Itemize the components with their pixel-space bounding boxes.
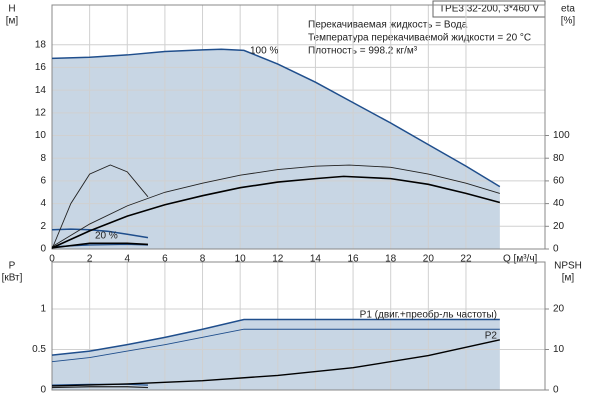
- plot-frame: [51, 4, 546, 250]
- curve-label: 20 %: [95, 231, 118, 242]
- note: Плотность = 998.2 кг/м³: [308, 46, 418, 57]
- y-axis-label: H: [8, 4, 15, 15]
- y2-tick-label: 0: [553, 385, 559, 396]
- x-tick-label: 4: [124, 254, 130, 265]
- y2-axis-unit: [%]: [561, 16, 576, 27]
- y2-tick-label: 100: [553, 130, 570, 141]
- y-tick-label: 16: [35, 62, 47, 73]
- y-tick-label: 18: [35, 39, 47, 50]
- curve: [51, 318, 500, 356]
- curve: [51, 386, 148, 389]
- curve-label: P2: [485, 331, 498, 342]
- y-tick-label: 0: [40, 244, 46, 255]
- x-tick-label: 16: [348, 254, 360, 265]
- curve: [51, 164, 149, 250]
- y2-tick-label: 60: [553, 176, 565, 187]
- x-tick-label: 12: [272, 254, 284, 265]
- x-tick-label: 20: [423, 254, 435, 265]
- note: Температура перекачиваемой жидкости = 20…: [308, 33, 531, 44]
- curve: [51, 242, 149, 249]
- operating-area: [52, 49, 500, 249]
- y-tick-label: 6: [40, 176, 46, 187]
- curve: [51, 164, 500, 248]
- y-tick-label: 2: [40, 221, 46, 232]
- y2-axis-label: eta: [561, 4, 575, 15]
- y2-tick-label: 20: [553, 221, 565, 232]
- model-title: TPE3 32-200, 3*460 V: [439, 4, 539, 15]
- x-tick-label: 2: [87, 254, 93, 265]
- x-tick-label: 8: [200, 254, 206, 265]
- curve: [51, 328, 500, 363]
- operating-area: [52, 319, 500, 390]
- y-tick-label: 0: [40, 385, 46, 396]
- y-tick-label: 14: [35, 85, 47, 96]
- y-tick-label: 4: [40, 198, 46, 209]
- y-tick-label: 12: [35, 107, 47, 118]
- y2-tick-label: 80: [553, 153, 565, 164]
- curve: [51, 175, 501, 249]
- curve: [51, 48, 501, 188]
- y2-axis-unit: [м]: [562, 273, 575, 284]
- curve-label: P1 (двиг.+преобр-ль частоты): [360, 309, 497, 321]
- y-tick-label: 8: [40, 153, 46, 164]
- y-tick-label: 0.5: [32, 344, 46, 355]
- curve: [51, 228, 149, 239]
- y-axis-unit: [м]: [6, 16, 19, 27]
- y2-tick-label: 40: [553, 198, 565, 209]
- x-tick-label: 10: [235, 254, 247, 265]
- y-axis-unit: [кВт]: [2, 273, 23, 284]
- y-tick-label: 1: [40, 304, 46, 315]
- x-tick-label: 14: [310, 254, 322, 265]
- y2-tick-label: 20: [553, 304, 565, 315]
- y2-tick-label: 10: [553, 344, 565, 355]
- x-axis-label: Q [м³/ч]: [503, 254, 538, 265]
- y-tick-label: 10: [35, 130, 47, 141]
- curve-label: 100 %: [250, 46, 278, 57]
- x-tick-label: 22: [460, 254, 472, 265]
- x-tick-label: 18: [385, 254, 397, 265]
- y-axis-label: P: [9, 261, 16, 272]
- y2-axis-label: NPSH: [554, 261, 582, 272]
- curve: [51, 339, 500, 387]
- x-tick-label: 6: [162, 254, 168, 265]
- plot-frame: [51, 261, 546, 391]
- y2-tick-label: 0: [553, 244, 559, 255]
- note: Перекачиваемая жидкость = Вода: [308, 20, 468, 31]
- x-tick-label: 0: [49, 254, 55, 265]
